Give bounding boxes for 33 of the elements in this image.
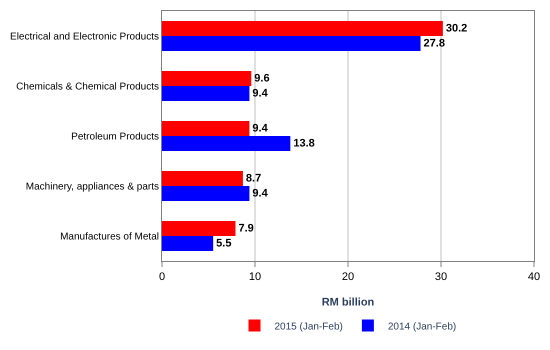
data-label: 9.4	[252, 188, 269, 200]
x-axis-title: RM billion	[322, 296, 375, 308]
legend-label: 2014 (Jan-Feb)	[388, 321, 456, 332]
x-tick-label: 20	[342, 271, 354, 284]
data-label: 5.5	[216, 238, 232, 250]
y-tick-label: Manufactures of Metal	[60, 232, 159, 242]
data-label: 13.8	[293, 138, 315, 150]
x-tick-label: 0	[158, 271, 166, 284]
bar	[162, 186, 250, 201]
bar	[162, 121, 250, 136]
bar	[162, 221, 236, 236]
data-label: 7.9	[238, 222, 254, 234]
bar	[162, 21, 443, 36]
y-tick-label: Machinery, appliances & parts	[26, 182, 159, 192]
data-label: 27.8	[424, 38, 445, 50]
data-label: 9.4	[252, 88, 269, 100]
y-tick-label: Chemicals & Chemical Products	[16, 82, 159, 92]
bar	[162, 236, 214, 251]
x-tick-label: 10	[248, 271, 262, 284]
bar	[162, 136, 290, 151]
data-label: 8.7	[246, 172, 262, 184]
x-tick-label: 30	[434, 271, 448, 284]
data-label: 30.2	[446, 22, 468, 34]
bar	[162, 36, 421, 51]
legend-label: 2015 (Jan-Feb)	[274, 321, 343, 332]
y-tick-label: Electrical and Electronic Products	[10, 32, 159, 42]
bar	[162, 86, 250, 101]
bar	[162, 171, 243, 186]
y-tick-label: Petroleum Products	[71, 132, 159, 142]
bar	[162, 71, 252, 86]
data-label: 9.4	[252, 122, 269, 134]
data-label: 9.6	[254, 72, 270, 84]
x-tick-label: 40	[528, 271, 540, 284]
